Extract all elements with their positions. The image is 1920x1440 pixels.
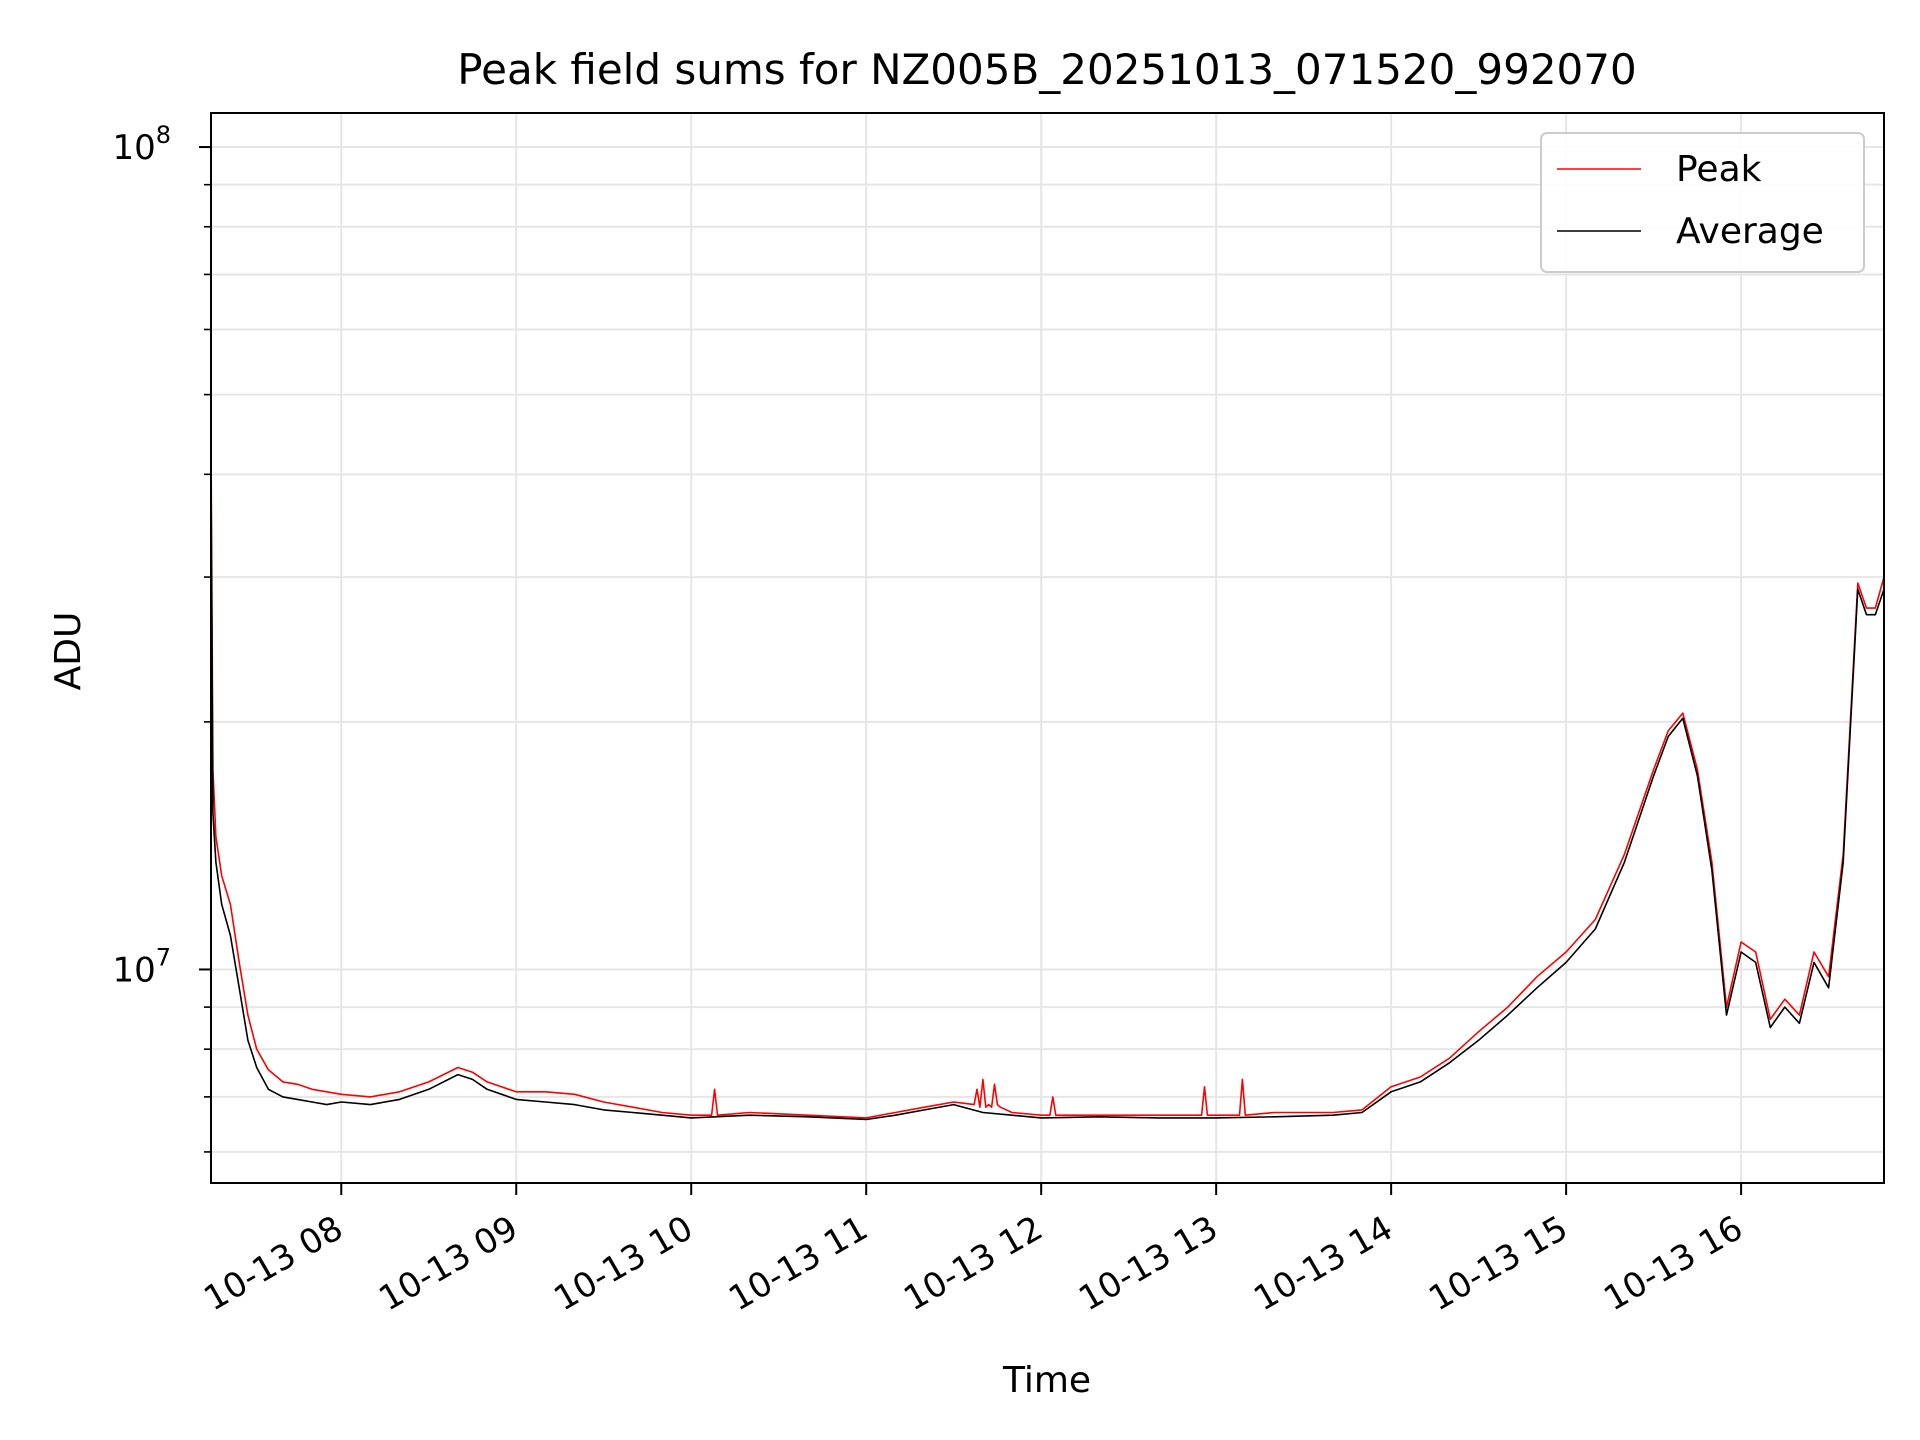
y-tick-label: 107 <box>112 943 171 990</box>
x-axis-label: Time <box>1002 1360 1091 1401</box>
y-axis-label: ADU <box>48 612 89 691</box>
legend-label-average: Average <box>1676 211 1824 252</box>
axes-frame <box>210 112 1885 1184</box>
series-line-average <box>211 474 1884 1121</box>
legend-label-peak: Peak <box>1676 149 1762 190</box>
series-line-peak <box>211 440 1884 1119</box>
legend-frame <box>1540 132 1865 273</box>
legend: Peak Average <box>1540 132 1865 273</box>
y-tick-label: 108 <box>112 121 171 168</box>
chart-title: Peak field sums for NZ005B_20251013_0715… <box>457 45 1636 94</box>
